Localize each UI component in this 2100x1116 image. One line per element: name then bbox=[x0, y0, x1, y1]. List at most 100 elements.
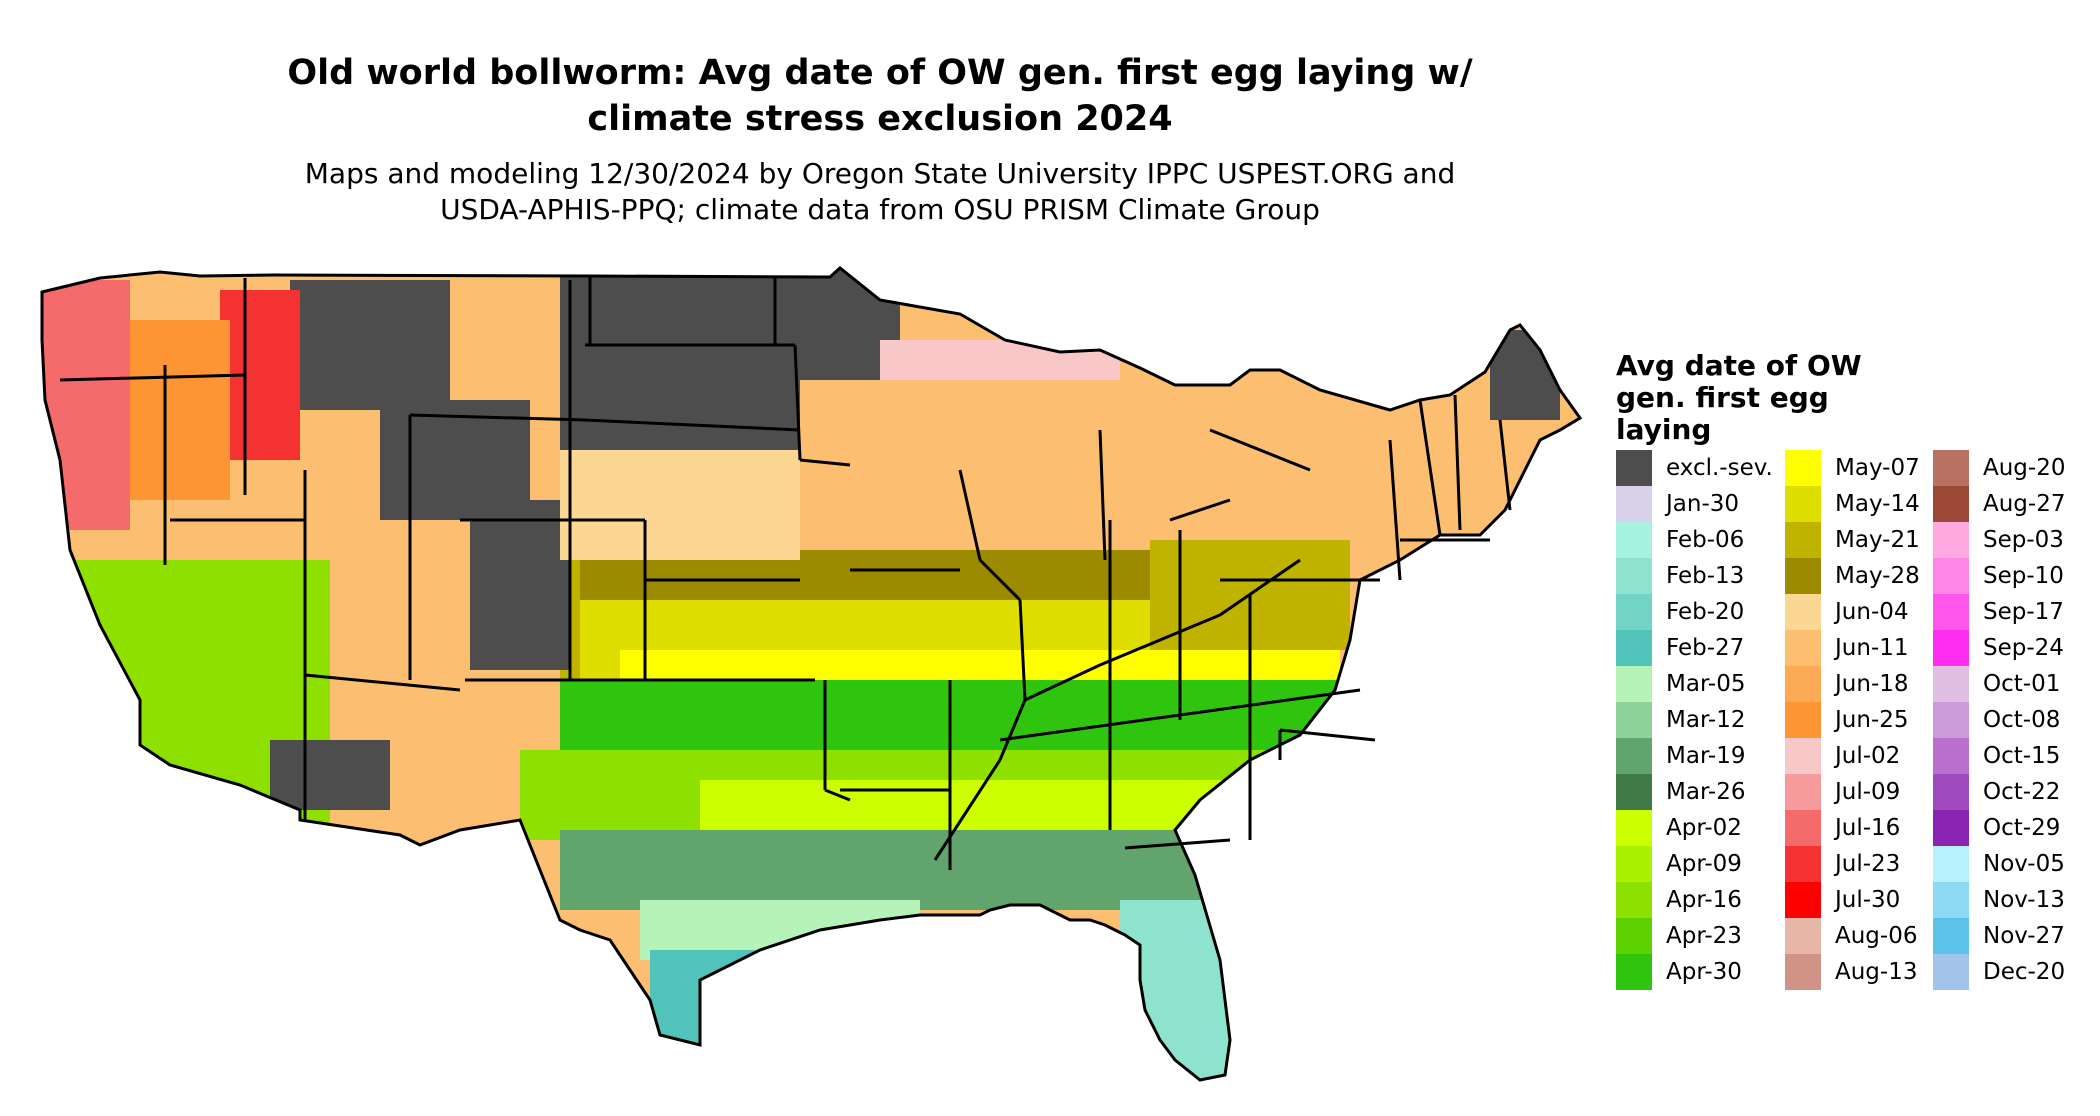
legend-label: Dec-20 bbox=[1983, 959, 2066, 985]
zone-oregon-jun25 bbox=[130, 320, 230, 500]
legend-label: Sep-03 bbox=[1983, 527, 2064, 553]
zone-plains-jun04 bbox=[560, 450, 800, 560]
map-subtitle-line-2: USDA-APHIS-PPQ; climate data from OSU PR… bbox=[440, 193, 1320, 226]
legend-label: Apr-02 bbox=[1666, 815, 1742, 841]
zone-colorado-excl bbox=[470, 500, 570, 670]
legend-swatch bbox=[1933, 666, 1969, 702]
legend-swatch bbox=[1785, 630, 1821, 666]
legend-label: Aug-27 bbox=[1983, 491, 2066, 517]
legend-swatch bbox=[1933, 594, 1969, 630]
legend-swatch bbox=[1933, 522, 1969, 558]
legend-label: Feb-06 bbox=[1666, 527, 1745, 553]
legend-swatch bbox=[1933, 774, 1969, 810]
map-subtitle: Maps and modeling 12/30/2024 by Oregon S… bbox=[0, 156, 1760, 228]
legend-swatch bbox=[1616, 882, 1652, 918]
legend-swatch bbox=[1616, 810, 1652, 846]
legend-swatch bbox=[1785, 918, 1821, 954]
zone-northeast-jun11 bbox=[1200, 400, 1580, 550]
legend-swatch bbox=[1933, 450, 1969, 486]
legend-swatch bbox=[1616, 774, 1652, 810]
legend-swatch bbox=[1933, 738, 1969, 774]
legend-label: Jun-04 bbox=[1835, 599, 1909, 625]
legend-label: Jun-18 bbox=[1835, 671, 1909, 697]
legend-label: Apr-09 bbox=[1666, 851, 1742, 877]
legend-label: Oct-15 bbox=[1983, 743, 2061, 769]
legend-label: Jul-02 bbox=[1835, 743, 1901, 769]
legend-swatch bbox=[1785, 594, 1821, 630]
legend-label: Mar-05 bbox=[1666, 671, 1746, 697]
legend-swatch bbox=[1933, 810, 1969, 846]
legend-label: May-28 bbox=[1835, 563, 1920, 589]
legend-swatch bbox=[1785, 522, 1821, 558]
legend-label: Jun-11 bbox=[1835, 635, 1909, 661]
state-borders bbox=[59, 276, 1512, 870]
legend-label: Jul-16 bbox=[1835, 815, 1901, 841]
legend-swatch bbox=[1616, 954, 1652, 990]
legend-swatch bbox=[1785, 738, 1821, 774]
map-title-line-2: climate stress exclusion 2024 bbox=[587, 99, 1173, 139]
us-outline bbox=[40, 266, 1583, 1082]
map-title-line-1: Old world bollworm: Avg date of OW gen. … bbox=[287, 53, 1473, 93]
zone-great-lakes-jul02 bbox=[880, 340, 1120, 380]
legend-label: Sep-10 bbox=[1983, 563, 2064, 589]
zone-texas-feb27 bbox=[650, 950, 770, 1060]
legend-label: Feb-20 bbox=[1666, 599, 1745, 625]
legend-label: Apr-23 bbox=[1666, 923, 1742, 949]
zone-montana-excl bbox=[290, 280, 450, 410]
legend-label: Mar-26 bbox=[1666, 779, 1746, 805]
legend-swatch bbox=[1785, 954, 1821, 990]
legend-label: Jul-30 bbox=[1835, 887, 1901, 913]
zone-southwest-green bbox=[42, 560, 330, 860]
legend-label: Nov-05 bbox=[1983, 851, 2065, 877]
legend-swatch bbox=[1933, 954, 1969, 990]
zone-florida-feb13 bbox=[1120, 900, 1250, 1080]
legend-swatch bbox=[1785, 666, 1821, 702]
legend-label: Apr-30 bbox=[1666, 959, 1742, 985]
legend-label: Jul-23 bbox=[1835, 851, 1901, 877]
legend-title: Avg date of OW gen. first egg laying bbox=[1616, 350, 1916, 446]
legend-label: May-14 bbox=[1835, 491, 1920, 517]
legend-label: Nov-27 bbox=[1983, 923, 2065, 949]
legend-label: Oct-01 bbox=[1983, 671, 2061, 697]
legend-label: Feb-13 bbox=[1666, 563, 1745, 589]
legend-swatch bbox=[1616, 666, 1652, 702]
legend-title-line-2: gen. first egg bbox=[1616, 381, 1829, 414]
legend-swatch bbox=[1785, 486, 1821, 522]
legend-label: Jan-30 bbox=[1666, 491, 1740, 517]
legend-label: Oct-08 bbox=[1983, 707, 2061, 733]
legend-swatch bbox=[1785, 846, 1821, 882]
legend-label: Sep-24 bbox=[1983, 635, 2064, 661]
legend-swatch bbox=[1933, 702, 1969, 738]
map-title: Old world bollworm: Avg date of OW gen. … bbox=[0, 50, 1760, 142]
legend-swatch bbox=[1785, 774, 1821, 810]
legend-swatch bbox=[1933, 486, 1969, 522]
legend-label: excl.-sev. bbox=[1666, 455, 1773, 481]
legend-label: Aug-20 bbox=[1983, 455, 2066, 481]
legend-swatch bbox=[1785, 558, 1821, 594]
legend-label: Jul-09 bbox=[1835, 779, 1901, 805]
legend-label: Mar-19 bbox=[1666, 743, 1746, 769]
legend-label: Oct-22 bbox=[1983, 779, 2061, 805]
legend-swatch bbox=[1933, 630, 1969, 666]
legend-label: Sep-17 bbox=[1983, 599, 2064, 625]
legend-swatch bbox=[1933, 918, 1969, 954]
legend-swatch bbox=[1933, 558, 1969, 594]
legend-label: Aug-06 bbox=[1835, 923, 1918, 949]
legend-title-line-3: laying bbox=[1616, 413, 1712, 446]
legend-swatch bbox=[1616, 738, 1652, 774]
legend-title-line-1: Avg date of OW bbox=[1616, 349, 1862, 382]
legend-swatch bbox=[1785, 702, 1821, 738]
zone-gulf-mar19 bbox=[560, 830, 1260, 910]
legend-swatch bbox=[1616, 846, 1652, 882]
legend-label: Aug-13 bbox=[1835, 959, 1918, 985]
legend-swatch bbox=[1616, 558, 1652, 594]
legend-swatch bbox=[1616, 702, 1652, 738]
legend-label: May-21 bbox=[1835, 527, 1920, 553]
legend-label: Mar-12 bbox=[1666, 707, 1746, 733]
legend-swatch bbox=[1785, 450, 1821, 486]
map-subtitle-line-1: Maps and modeling 12/30/2024 by Oregon S… bbox=[304, 157, 1456, 190]
legend-label: Feb-27 bbox=[1666, 635, 1745, 661]
legend-swatch bbox=[1616, 522, 1652, 558]
legend-label: Jun-25 bbox=[1835, 707, 1909, 733]
